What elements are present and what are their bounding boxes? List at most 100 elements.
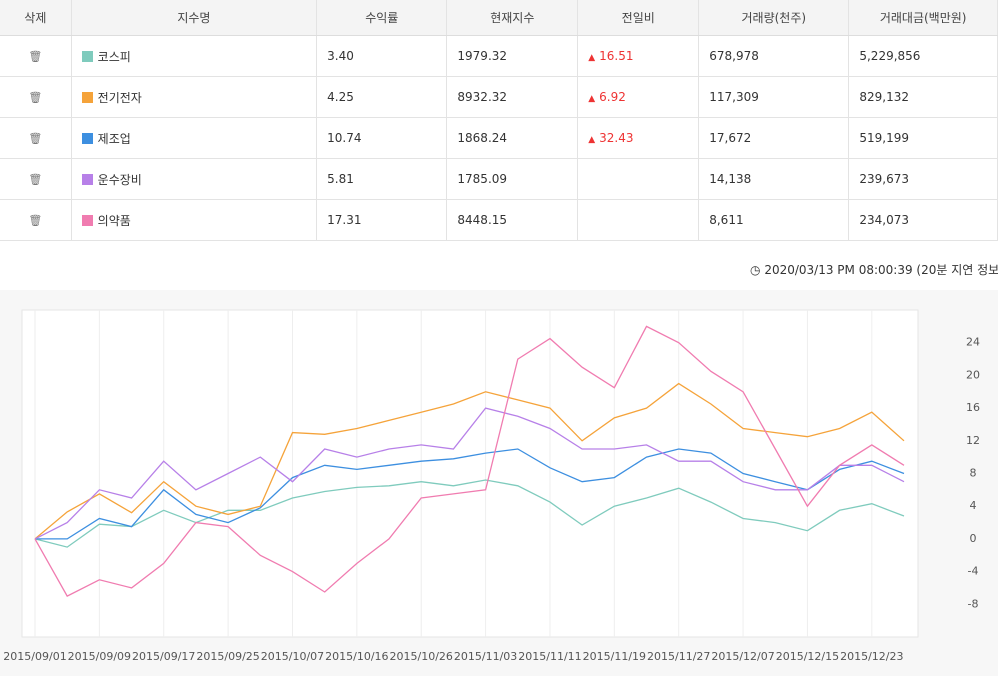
up-arrow: ▲ — [588, 94, 596, 104]
x-tick-label: 2015/12/15 — [776, 650, 839, 663]
delete-cell: 🗑 — [0, 117, 72, 159]
return-cell: 5.81 — [316, 158, 448, 200]
amount-cell: 234,073 — [848, 199, 998, 241]
delete-button[interactable]: 🗑 — [28, 91, 43, 104]
current-cell: 8448.15 — [446, 199, 579, 241]
return-cell: 10.74 — [316, 117, 448, 159]
name-cell: 운수장비 — [71, 158, 318, 200]
change-cell: ▲ 32.43 — [577, 117, 700, 159]
y-tick-label: 8 — [970, 467, 977, 480]
clock-icon: ◷ — [750, 263, 761, 277]
delete-cell: 🗑 — [0, 76, 72, 118]
change-cell: ▲ 6.92 — [577, 76, 700, 118]
series-line — [34, 382, 905, 540]
header-row: 삭제 지수명 수익률 현재지수 전일비 거래량(천주) 거래대금(백만원) — [0, 0, 998, 36]
y-tick-label: -8 — [968, 597, 979, 610]
index-name: 의약품 — [97, 213, 131, 228]
x-tick-label: 2015/11/11 — [518, 650, 581, 663]
chart: 2015/09/01 2015/09/09 2015/09/17 2015/09/25… — [0, 290, 998, 676]
series-line — [35, 448, 905, 540]
x-tick-label: 2015/12/07 — [711, 650, 774, 663]
current-cell: 1979.32 — [446, 35, 579, 77]
name-cell: 코스피 — [71, 35, 318, 77]
x-tick-label: 2015/10/16 — [325, 650, 388, 663]
index-name: 코스피 — [97, 49, 131, 64]
column-header: 삭제 — [0, 0, 72, 36]
name-cell: 제조업 — [71, 117, 318, 159]
table-row: 🗑 전기전자 4.25 8932.32 ▲ 6.92 117,309 829,132 — [0, 76, 998, 118]
change-value: 16.51 — [599, 49, 634, 63]
y-tick-label: 16 — [966, 401, 980, 414]
y-tick-label: 4 — [970, 499, 977, 512]
column-header: 전일비 — [577, 0, 700, 36]
return-cell: 3.40 — [316, 35, 448, 77]
column-header: 지수명 — [71, 0, 318, 36]
color-swatch — [81, 50, 93, 62]
table-body: 🗑 코스피 3.40 1979.32 ▲ 16.51 678,978 5,229,856 🗑 전기… — [0, 35, 998, 241]
name-cell: 전기전자 — [71, 76, 318, 118]
index-name: 운수장비 — [97, 172, 142, 187]
column-header: 현재지수 — [446, 0, 579, 36]
plot-area — [21, 309, 919, 638]
series-line — [34, 479, 905, 548]
index-table: 삭제 지수명 수익률 현재지수 전일비 거래량(천주) 거래대금(백만원) 🗑 코스피 3.40… — [0, 0, 998, 241]
color-swatch — [81, 91, 93, 103]
color-swatch — [81, 173, 93, 185]
index-name: 제조업 — [97, 131, 131, 146]
current-cell: 1868.24 — [446, 117, 579, 159]
return-cell: 17.31 — [316, 199, 448, 241]
amount-cell: 239,673 — [848, 158, 998, 200]
y-tick-label: 12 — [966, 434, 980, 447]
table-row: 🗑 의약품 17.31 8448.15 8,611 234,073 — [0, 199, 998, 241]
x-tick-label: 2015/12/23 — [840, 650, 903, 663]
color-swatch — [81, 132, 93, 144]
table-row: 🗑 코스피 3.40 1979.32 ▲ 16.51 678,978 5,229,856 — [0, 35, 998, 77]
x-tick-label: 2015/11/27 — [647, 650, 710, 663]
delete-button[interactable]: 🗑 — [28, 214, 43, 227]
delete-cell: 🗑 — [0, 199, 72, 241]
change-cell: ▲ 16.51 — [577, 35, 700, 77]
up-arrow: ▲ — [588, 135, 596, 145]
up-arrow: ▲ — [588, 53, 596, 63]
name-cell: 의약품 — [71, 199, 318, 241]
current-cell: 8932.32 — [446, 76, 579, 118]
column-header: 거래대금(백만원) — [848, 0, 998, 36]
timestamp: ◷ 2020/03/13 PM 08:00:39 (20분 지연 정보) — [750, 261, 998, 278]
change-cell — [577, 158, 700, 200]
delete-button[interactable]: 🗑 — [28, 132, 43, 145]
change-cell — [577, 199, 700, 241]
change-value: 32.43 — [599, 131, 634, 145]
volume-cell: 14,138 — [698, 158, 850, 200]
y-tick-label: 24 — [966, 336, 980, 349]
volume-cell: 117,309 — [698, 76, 850, 118]
change-value: 6.92 — [599, 90, 626, 104]
series-line — [34, 325, 905, 597]
delete-cell: 🗑 — [0, 158, 72, 200]
y-tick-label: 20 — [966, 368, 980, 381]
delete-button[interactable]: 🗑 — [28, 50, 43, 63]
delete-button[interactable]: 🗑 — [28, 173, 43, 186]
amount-cell: 829,132 — [848, 76, 998, 118]
table-row: 🗑 제조업 10.74 1868.24 ▲ 32.43 17,672 519,199 — [0, 117, 998, 159]
timestamp-text: 2020/03/13 PM 08:00:39 (20분 지연 정보) — [764, 263, 998, 277]
table-row: 🗑 운수장비 5.81 1785.09 14,138 239,673 — [0, 158, 998, 200]
column-header: 거래량(천주) — [698, 0, 850, 36]
y-tick-label: 0 — [970, 532, 977, 545]
x-tick-label: 2015/09/09 — [68, 650, 131, 663]
amount-cell: 5,229,856 — [848, 35, 998, 77]
x-tick-label: 2015/09/17 — [132, 650, 195, 663]
column-header: 수익률 — [316, 0, 448, 36]
x-tick-label: 2015/09/25 — [196, 650, 259, 663]
volume-cell: 8,611 — [698, 199, 850, 241]
x-tick-label: 2015/10/26 — [390, 650, 453, 663]
volume-cell: 678,978 — [698, 35, 850, 77]
current-cell: 1785.09 — [446, 158, 579, 200]
x-tick-label: 2015/11/03 — [454, 650, 517, 663]
x-tick-label: 2015/10/07 — [261, 650, 324, 663]
y-tick-label: -4 — [968, 565, 979, 578]
amount-cell: 519,199 — [848, 117, 998, 159]
color-swatch — [81, 214, 93, 226]
return-cell: 4.25 — [316, 76, 448, 118]
series-line — [34, 407, 905, 540]
